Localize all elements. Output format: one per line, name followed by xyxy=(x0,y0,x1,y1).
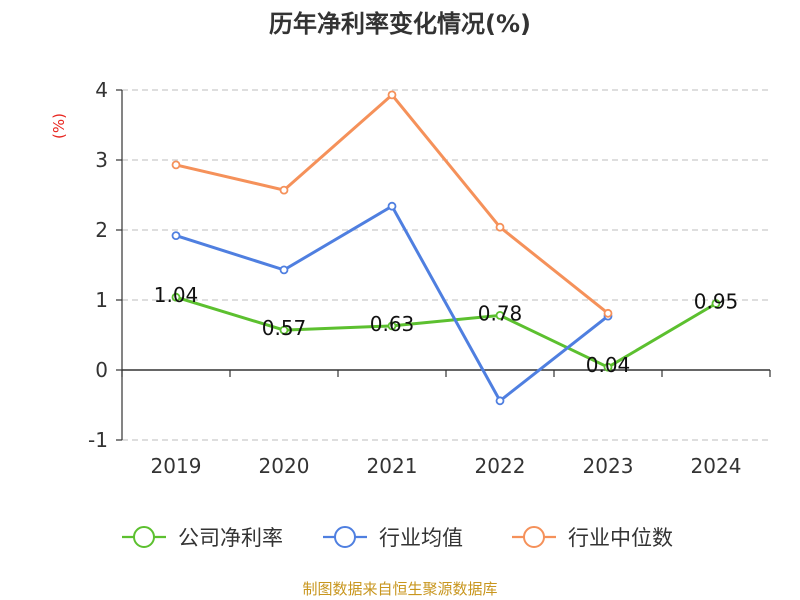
legend-marker xyxy=(334,526,356,548)
data-point xyxy=(279,185,289,195)
data-label: 0.78 xyxy=(478,301,523,325)
legend-label: 公司净利率 xyxy=(178,526,283,550)
legend: 公司净利率 行业均值 行业中位数 xyxy=(122,526,673,550)
series-line-0 xyxy=(175,295,717,369)
y-tick-label: 2 xyxy=(95,218,108,242)
axes: -1 0 1 2 3 4 2019 2020 2021 2022 2023 2024 xyxy=(88,78,771,478)
x-tick-label-2019: 2019 xyxy=(151,454,202,478)
footer-source: 制图数据来自恒生聚源数据库 xyxy=(302,580,498,598)
data-point xyxy=(387,321,397,331)
data-point xyxy=(603,362,613,372)
data-label: 0.95 xyxy=(694,290,739,314)
data-point xyxy=(495,222,505,232)
data-point xyxy=(495,310,505,320)
data-point xyxy=(279,325,289,335)
chart-title: 历年净利率变化情况(%) xyxy=(269,10,531,38)
data-point xyxy=(711,299,721,308)
data-point xyxy=(495,396,505,406)
y-axis-label: (%) xyxy=(50,113,68,139)
y-tick-label: 3 xyxy=(95,148,108,172)
grid-lines xyxy=(122,89,770,441)
y-tick-label: 1 xyxy=(95,288,108,312)
legend-label: 行业中位数 xyxy=(568,526,673,550)
legend-marker xyxy=(133,526,155,548)
data-point xyxy=(387,201,397,211)
data-label: 0.57 xyxy=(262,316,307,340)
y-tick-label: -1 xyxy=(88,428,108,452)
data-label: 0.04 xyxy=(586,353,631,377)
x-tick-label-2021: 2021 xyxy=(367,454,418,478)
x-tick-label-2023: 2023 xyxy=(583,454,634,478)
data-point xyxy=(387,90,397,100)
data-label: 1.04 xyxy=(154,283,199,307)
series-lines xyxy=(171,90,721,406)
y-tick-label: 0 xyxy=(95,358,108,382)
y-tick-label: 4 xyxy=(95,78,108,102)
data-point xyxy=(603,308,613,318)
series-line-1 xyxy=(175,204,609,404)
x-tick-label-2020: 2020 xyxy=(259,454,310,478)
data-point xyxy=(171,292,181,302)
data-point xyxy=(171,160,181,170)
data-point xyxy=(279,265,289,275)
x-tick-label-2024: 2024 xyxy=(691,454,742,478)
legend-marker xyxy=(523,526,545,548)
data-labels: 1.04 0.57 0.63 0.78 0.04 0.95 xyxy=(154,283,739,377)
legend-label: 行业均值 xyxy=(379,526,463,550)
data-point xyxy=(171,231,181,241)
x-tick-label-2022: 2022 xyxy=(475,454,526,478)
data-label: 0.63 xyxy=(370,312,415,336)
